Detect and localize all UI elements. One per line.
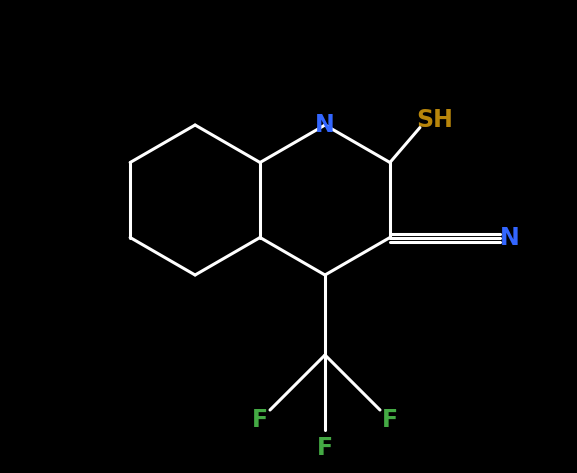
Text: N: N xyxy=(500,226,520,249)
Text: F: F xyxy=(317,436,333,460)
Text: SH: SH xyxy=(417,107,454,131)
Text: F: F xyxy=(382,408,398,432)
Text: F: F xyxy=(252,408,268,432)
Text: N: N xyxy=(315,113,335,137)
